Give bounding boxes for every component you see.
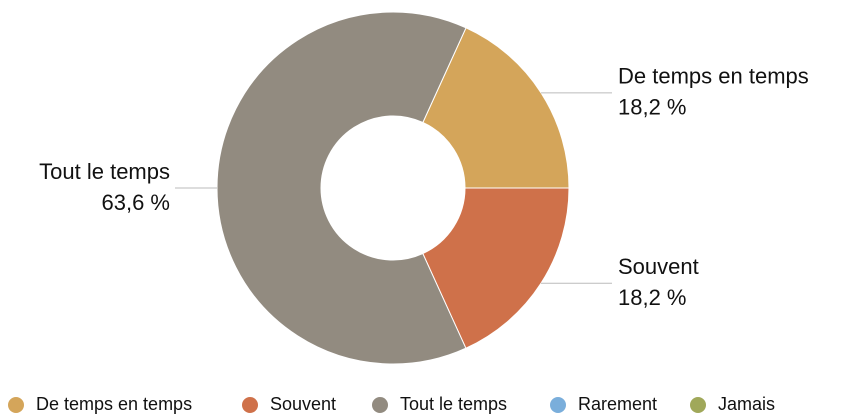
legend-label: De temps en temps [36,394,192,414]
legend-swatch [690,397,706,413]
legend-swatch [550,397,566,413]
slice-label: De temps en temps [618,64,809,89]
slice-value: 18,2 % [618,95,687,120]
slice [422,187,570,349]
legend-swatch [242,397,258,413]
legend-swatch [8,397,24,413]
slice-label: Tout le temps [39,159,170,184]
slice [422,27,570,189]
legend-label: Tout le temps [400,394,507,414]
legend-label: Rarement [578,394,657,414]
slice-label: Souvent [618,254,699,279]
slice-value: 63,6 % [102,190,171,215]
legend-swatch [372,397,388,413]
legend-label: Jamais [718,394,775,414]
legend-label: Souvent [270,394,336,414]
slice [216,11,467,365]
slice-value: 18,2 % [618,285,687,310]
